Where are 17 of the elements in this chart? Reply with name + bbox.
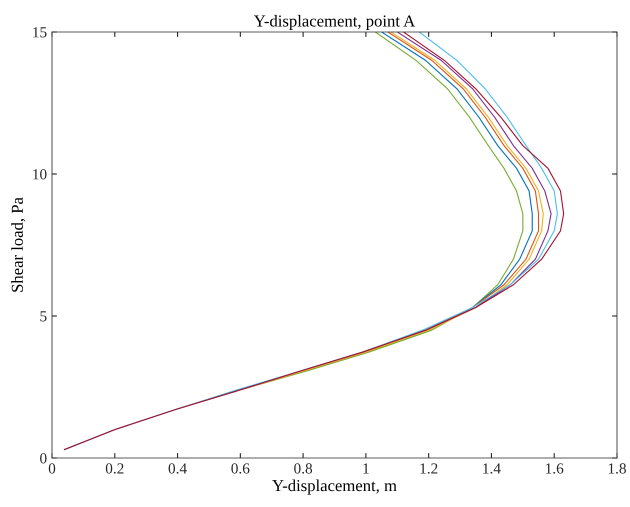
x-tick-label: 1.8 <box>608 463 626 474</box>
x-tick-label: 1.4 <box>483 463 501 474</box>
y-tick-label: 5 <box>40 311 47 322</box>
x-tick-label: 1.2 <box>420 463 438 474</box>
x-tick-label: 0.4 <box>168 463 187 474</box>
x-tick-label: 0.6 <box>231 463 250 474</box>
x-tick-label: 1.6 <box>546 463 564 474</box>
x-axis-title: Y-displacement, m <box>272 479 397 495</box>
x-tick-label: 0.8 <box>294 463 312 474</box>
x-tick-label: 1 <box>363 463 369 474</box>
y-axis-title: Shear load, Pa <box>11 197 26 292</box>
y-tick-label: 0 <box>40 453 47 464</box>
y-tick-label: 15 <box>33 27 47 38</box>
chart-title: Y-displacement, point A <box>254 14 416 30</box>
x-tick-label: 0 <box>48 463 56 474</box>
x-tick-label: 0.2 <box>106 463 124 474</box>
y-tick-label: 10 <box>33 169 47 180</box>
